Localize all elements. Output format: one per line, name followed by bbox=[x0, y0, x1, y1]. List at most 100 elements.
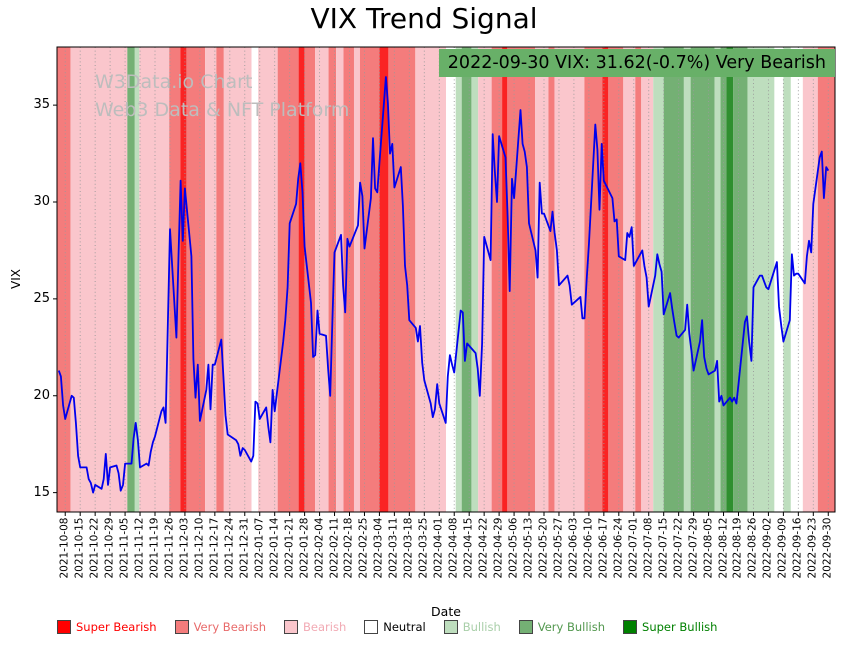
signal-band-super_bearish bbox=[379, 47, 389, 512]
legend-label: Very Bearish bbox=[193, 620, 267, 634]
x-tick-label: 2022-02-18 bbox=[342, 517, 355, 579]
signal-band-bullish bbox=[683, 47, 691, 512]
signal-band-super_bullish bbox=[726, 47, 734, 512]
x-tick-label: 2022-07-29 bbox=[687, 517, 700, 579]
signal-band-very_bearish bbox=[548, 47, 555, 512]
x-tick-label: 2022-07-15 bbox=[657, 517, 670, 579]
signal-band-super_bearish bbox=[298, 47, 305, 512]
signal-band-very_bullish bbox=[733, 47, 748, 512]
legend-swatch bbox=[518, 620, 533, 634]
x-tick-label: 2021-12-24 bbox=[223, 517, 236, 579]
x-tick-label: 2022-06-24 bbox=[612, 517, 625, 579]
x-tick-label: 2022-03-18 bbox=[402, 517, 415, 579]
signal-band-bearish bbox=[258, 47, 278, 512]
legend-item: Super Bullish bbox=[623, 620, 717, 634]
legend-label: Bearish bbox=[303, 620, 347, 634]
signal-band-bearish bbox=[315, 47, 329, 512]
legend-item: Bullish bbox=[443, 620, 501, 634]
x-axis-label: Date bbox=[431, 604, 461, 619]
signal-band-bearish bbox=[205, 47, 217, 512]
signal-band-very_bearish bbox=[186, 47, 206, 512]
x-tick-label: 2022-09-02 bbox=[761, 517, 774, 579]
signal-band-very_bearish bbox=[343, 47, 354, 512]
x-tick-label: 2022-05-20 bbox=[537, 517, 550, 579]
x-tick-label: 2022-05-06 bbox=[507, 517, 520, 579]
x-tick-label: 2021-10-22 bbox=[88, 517, 101, 579]
signal-band-very_bullish bbox=[663, 47, 684, 512]
signal-band-very_bearish bbox=[169, 47, 181, 512]
signal-band-bullish bbox=[471, 47, 479, 512]
x-tick-label: 2022-08-19 bbox=[731, 517, 744, 579]
x-tick-label: 2022-03-11 bbox=[387, 517, 400, 579]
x-tick-label: 2022-09-16 bbox=[791, 517, 804, 579]
vix-line bbox=[57, 76, 830, 494]
x-tick-label: 2021-11-19 bbox=[148, 517, 161, 579]
signal-band-bullish bbox=[653, 47, 664, 512]
signal-band-neutral bbox=[251, 47, 259, 512]
x-tick-label: 2022-02-25 bbox=[357, 517, 370, 579]
signal-band-neutral bbox=[790, 47, 803, 512]
x-tick-label: 2022-08-26 bbox=[746, 517, 759, 579]
x-tick-label: 2022-01-14 bbox=[268, 517, 281, 579]
signal-band-very_bearish bbox=[635, 47, 642, 512]
x-tick-label: 2021-11-12 bbox=[133, 517, 146, 579]
x-tick-label: 2022-04-01 bbox=[432, 517, 445, 579]
x-tick-label: 2021-11-26 bbox=[163, 517, 176, 579]
x-tick-label: 2021-11-05 bbox=[118, 517, 131, 579]
signal-band-super_bearish bbox=[180, 47, 187, 512]
x-tick-label: 2022-04-22 bbox=[477, 517, 490, 579]
x-tick-label: 2022-09-09 bbox=[776, 517, 789, 579]
signal-band-bullish bbox=[714, 47, 721, 512]
signal-band-neutral bbox=[774, 47, 784, 512]
legend: Super Bearish Very Bearish Bearish Neutral B… bbox=[57, 620, 717, 634]
x-tick-label: 2022-05-13 bbox=[522, 517, 535, 579]
x-tick-label: 2022-09-30 bbox=[821, 517, 834, 579]
legend-item: Neutral bbox=[364, 620, 426, 634]
legend-label: Super Bearish bbox=[76, 620, 157, 634]
y-tick-label: 20 bbox=[33, 387, 50, 403]
x-tick-label: 2022-07-08 bbox=[642, 517, 655, 579]
x-tick-label: 2022-03-25 bbox=[417, 517, 430, 579]
legend-swatch bbox=[364, 620, 379, 634]
legend-item: Bearish bbox=[284, 620, 346, 634]
x-tick-label: 2021-12-10 bbox=[193, 517, 206, 579]
legend-swatch bbox=[443, 620, 458, 634]
signal-band-very_bearish bbox=[491, 47, 503, 512]
y-tick-label: 35 bbox=[33, 97, 50, 113]
signal-band-very_bullish bbox=[461, 47, 472, 512]
x-tick-label: 2021-12-31 bbox=[238, 517, 251, 579]
x-tick-label: 2022-05-27 bbox=[552, 517, 565, 579]
legend-label: Super Bullish bbox=[642, 620, 718, 634]
signal-band-bullish bbox=[134, 47, 140, 512]
legend-item: Very Bullish bbox=[518, 620, 606, 634]
legend-label: Very Bullish bbox=[537, 620, 606, 634]
x-tick-label: 2022-02-11 bbox=[328, 517, 341, 579]
signal-band-bearish bbox=[478, 47, 492, 512]
x-tick-label: 2022-04-29 bbox=[492, 517, 505, 579]
signal-band-bearish bbox=[802, 47, 818, 512]
x-tick-label: 2022-09-23 bbox=[806, 517, 819, 579]
signal-band-bullish bbox=[783, 47, 791, 512]
x-tick-label: 2022-02-04 bbox=[313, 517, 326, 579]
signal-band-bullish bbox=[747, 47, 775, 512]
signal-band-bearish bbox=[336, 47, 344, 512]
signal-band-very_bearish bbox=[608, 47, 624, 512]
x-tick-label: 2022-08-12 bbox=[717, 517, 730, 579]
legend-item: Very Bearish bbox=[174, 620, 267, 634]
signal-band-very_bullish bbox=[690, 47, 715, 512]
legend-label: Bullish bbox=[462, 620, 501, 634]
legend-swatch bbox=[174, 620, 189, 634]
legend-swatch bbox=[623, 620, 638, 634]
x-tick-label: 2022-03-04 bbox=[372, 517, 385, 579]
x-tick-label: 2022-04-08 bbox=[447, 517, 460, 579]
legend-item: Super Bearish bbox=[57, 620, 157, 634]
signal-band-super_bearish bbox=[502, 47, 508, 512]
x-tick-label: 2021-10-15 bbox=[73, 517, 86, 579]
x-tick-label: 2022-07-22 bbox=[672, 517, 685, 579]
legend-swatch bbox=[57, 620, 71, 634]
signal-band-very_bearish bbox=[57, 47, 71, 512]
signal-band-bearish bbox=[139, 47, 170, 512]
signal-band-bullish bbox=[455, 47, 462, 512]
